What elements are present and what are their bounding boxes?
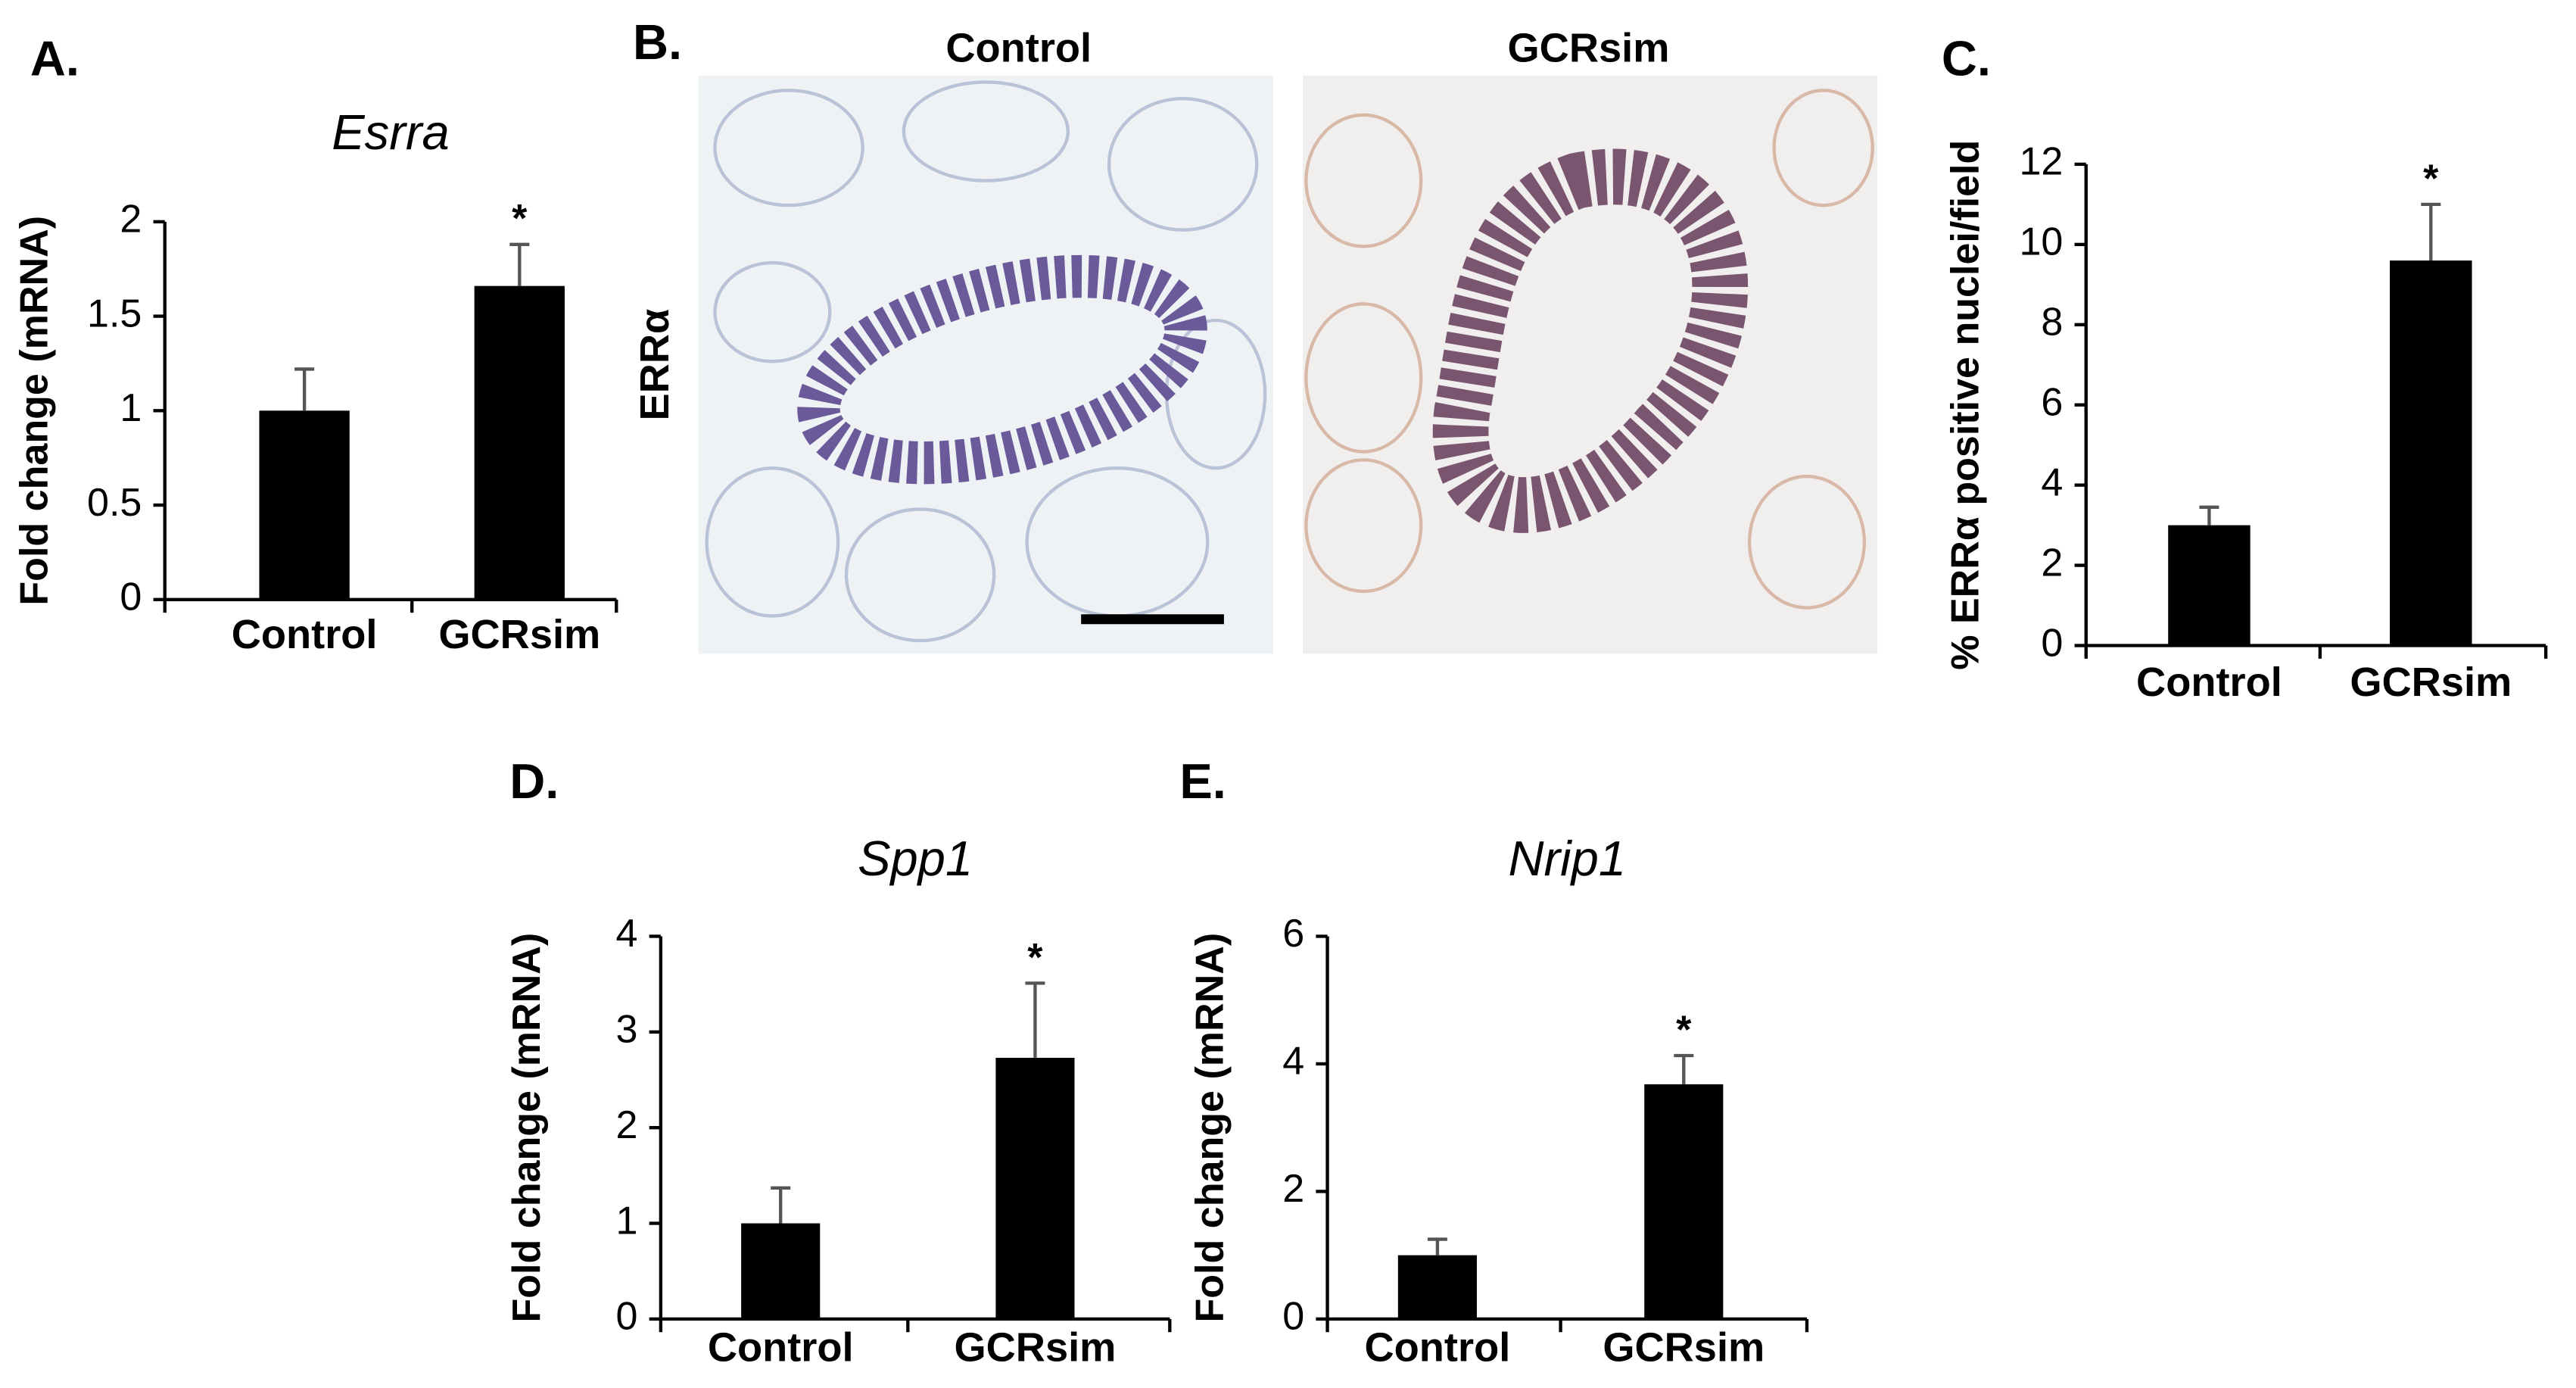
y-tick-label: 2 [1282,1167,1304,1211]
bar [474,285,565,600]
y-tick-label: 0.5 [87,481,142,525]
bar [1397,1255,1477,1319]
significance: * [1027,936,1043,980]
y-axis-label: Fold change (mRNA) [505,933,549,1323]
panel-b: B. Control GCRsim ERRα [632,14,1878,654]
y-tick-label: 10 [2019,220,2063,264]
bar [2390,260,2472,646]
significance: * [1676,1008,1692,1052]
y-tick-label: 4 [1282,1040,1304,1084]
x-tick-label: Control [2136,660,2282,705]
panel-label: A. [30,31,79,86]
significance: * [512,197,528,241]
chart-title: Spp1 [858,831,973,886]
bar [741,1223,821,1319]
row-label: ERRα [632,309,677,421]
x-tick-label: Control [1365,1324,1511,1370]
y-tick-label: 0 [2041,621,2063,665]
chart-title: Esrra [332,104,449,160]
column-label: GCRsim [1508,26,1670,71]
y-tick-label: 8 [2041,301,2063,345]
bar [995,1057,1075,1319]
column-label: Control [945,26,1092,71]
y-tick-label: 0 [616,1295,638,1339]
y-tick-label: 6 [2041,380,2063,424]
y-axis-label: % ERRα positive nuclei/field [1943,140,1987,670]
y-tick-label: 1.5 [87,292,142,335]
x-tick-label: GCRsim [2350,660,2512,705]
bar [2168,525,2250,646]
micrograph-gcrsim [1303,75,1878,654]
y-tick-label: 0 [1282,1295,1304,1339]
y-tick-label: 4 [616,912,638,956]
chart-title: Nrip1 [1509,831,1626,886]
bar [1644,1084,1724,1319]
y-tick-label: 4 [2041,460,2063,504]
y-tick-label: 1 [616,1199,638,1243]
x-tick-label: Control [232,612,378,657]
panel-label: E. [1179,753,1226,809]
significance: * [2423,157,2439,201]
panel-label: D. [509,753,559,809]
bar [259,410,350,600]
micrograph-control [698,75,1273,654]
panel-label: C. [1942,31,1991,86]
x-tick-label: GCRsim [438,612,600,657]
y-axis-label: Fold change (mRNA) [12,216,56,606]
y-tick-label: 2 [616,1103,638,1147]
y-tick-label: 2 [2041,541,2063,585]
y-tick-label: 12 [2019,140,2063,184]
y-tick-label: 1 [120,386,142,430]
y-axis-label: Fold change (mRNA) [1188,933,1232,1323]
panel-label: B. [633,14,682,70]
x-tick-label: Control [708,1324,854,1370]
x-tick-label: GCRsim [954,1324,1116,1370]
x-tick-label: GCRsim [1603,1324,1765,1370]
y-tick-label: 0 [120,575,142,619]
y-tick-label: 2 [120,198,142,242]
y-tick-label: 3 [616,1008,638,1052]
y-tick-label: 6 [1282,912,1304,956]
